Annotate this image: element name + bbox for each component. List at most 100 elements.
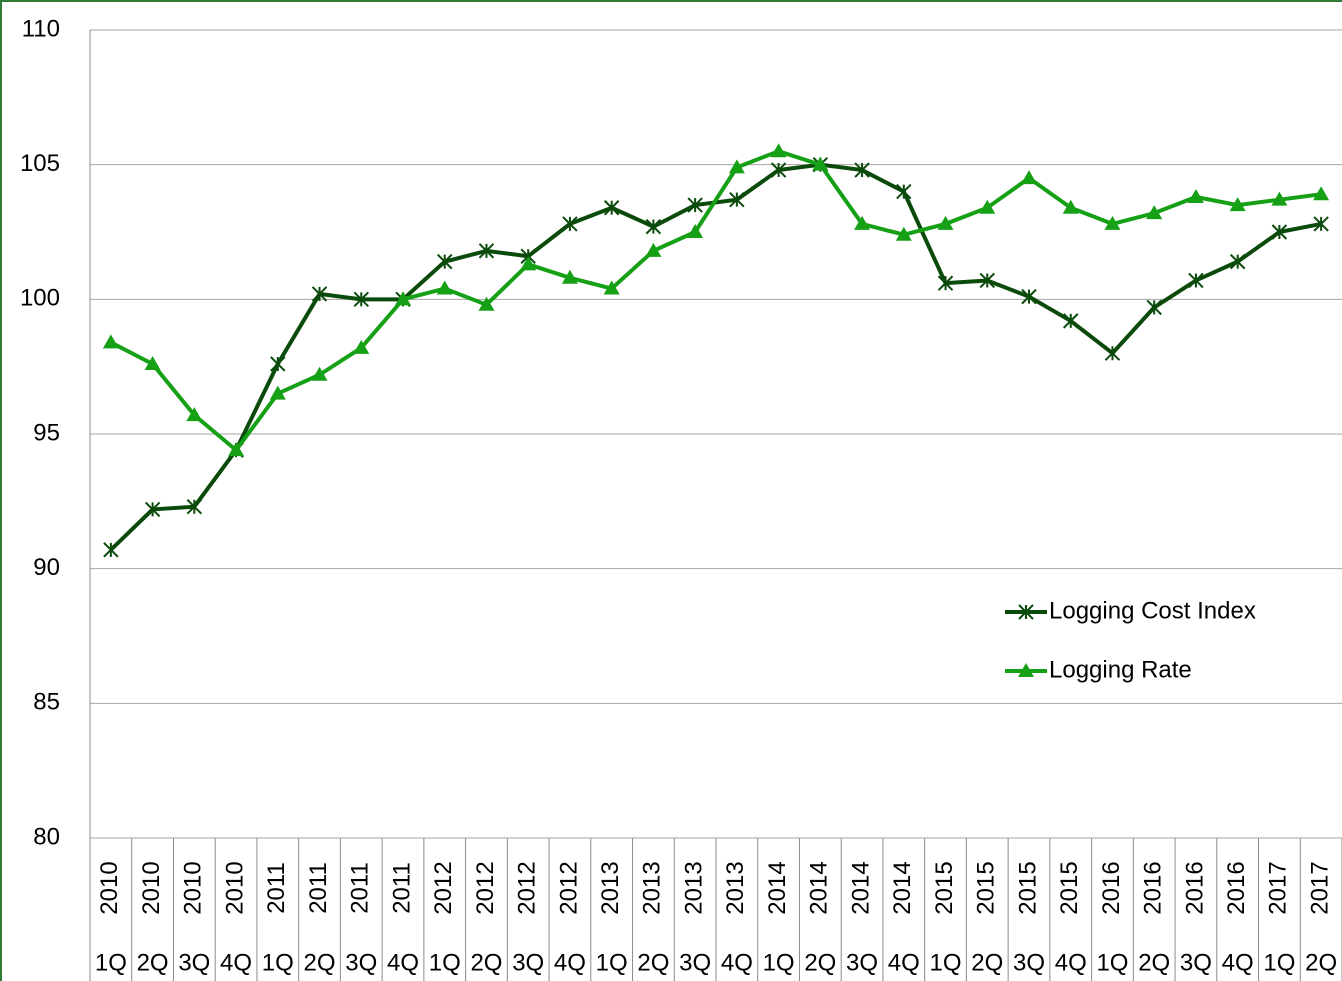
star-marker [1063,313,1079,329]
legend-label: Logging Cost Index [1049,597,1256,624]
x-tick-quarter: 2Q [804,949,836,976]
x-tick-quarter: 1Q [1263,949,1295,976]
x-tick-quarter: 1Q [429,949,461,976]
triangle-marker [728,159,745,174]
x-tick-year: 2010 [221,861,248,914]
x-tick-quarter: 1Q [596,949,628,976]
triangle-marker [645,242,662,257]
triangle-marker [311,366,328,381]
star-marker [896,183,912,200]
triangle-marker [395,291,411,306]
x-tick-quarter: 2Q [304,949,336,976]
triangle-marker [561,269,578,284]
star-marker [687,197,703,213]
triangle-marker [269,385,286,400]
x-tick-year: 2010 [180,861,207,914]
x-tick-year: 2012 [555,861,582,914]
y-tick-label: 100 [20,285,60,312]
x-tick-year: 2014 [889,861,916,914]
x-tick-year: 2013 [680,861,707,914]
star-marker [144,501,161,518]
legend-label: Logging Rate [1049,656,1192,683]
triangle-marker [1313,186,1330,201]
star-marker [729,191,745,208]
x-tick-year: 2013 [597,861,624,914]
x-tick-year: 2012 [514,861,541,914]
x-tick-year: 2017 [1306,861,1333,914]
x-tick-year: 2015 [973,861,1000,914]
x-tick-quarter: 3Q [846,949,878,976]
triangle-marker [1187,188,1204,203]
triangle-marker [603,280,620,295]
x-tick-year: 2015 [1014,861,1041,914]
x-tick-year: 2016 [1098,861,1125,914]
x-tick-quarter: 3Q [1180,949,1212,976]
x-tick-quarter: 3Q [178,949,210,976]
x-tick-year: 2014 [847,861,874,914]
y-tick-label: 105 [20,150,60,177]
x-tick-year: 2013 [722,861,749,914]
x-tick-year: 2010 [138,861,165,914]
star-marker [1021,288,1037,305]
x-tick-quarter: 3Q [679,949,711,976]
x-tick-year: 2014 [764,861,791,914]
star-marker [1104,345,1121,361]
triangle-marker [520,256,537,271]
triangle-marker [812,156,829,171]
x-tick-quarter: 2Q [971,949,1003,976]
series-line [109,162,1322,552]
triangle-marker [228,442,245,457]
triangle-marker [1104,215,1121,230]
star-marker [603,200,620,216]
triangle-marker [895,226,912,241]
y-tick-label: 90 [33,554,60,581]
x-tick-year: 2015 [931,861,958,914]
star-marker [186,499,203,515]
triangle-marker [1018,663,1034,677]
x-tick-year: 2016 [1181,861,1208,914]
x-tick-year: 2013 [639,861,666,914]
star-marker [1229,253,1246,270]
star-marker [1146,299,1162,316]
x-tick-year: 2012 [472,861,499,914]
x-tick-quarter: 2Q [137,949,169,976]
triangle-marker [102,334,119,349]
star-marker [1188,272,1204,289]
y-tick-label: 95 [33,419,60,446]
x-tick-year: 2011 [263,862,290,914]
x-tick-year: 2014 [806,861,833,914]
triangle-marker [186,407,203,422]
x-tick-quarter: 1Q [262,949,294,976]
star-marker [103,542,119,558]
x-tick-quarter: 2Q [470,949,502,976]
x-tick-year: 2016 [1140,861,1167,914]
star-marker [770,162,787,178]
x-tick-quarter: 3Q [512,949,544,976]
x-tick-quarter: 3Q [1013,949,1045,976]
star-marker [562,216,578,232]
triangle-marker [979,199,996,214]
x-tick-quarter: 4Q [554,949,586,976]
triangle-marker [353,339,370,354]
x-tick-quarter: 2Q [1305,949,1337,976]
x-tick-quarter: 2Q [1138,949,1170,976]
triangle-marker [770,143,787,158]
star-marker [311,286,328,302]
x-tick-quarter: 1Q [930,949,962,976]
x-tick-quarter: 1Q [1096,949,1128,976]
x-tick-year: 2012 [430,861,457,914]
x-tick-quarter: 2Q [637,949,669,976]
star-marker [1271,224,1288,240]
triangle-marker [478,296,495,311]
x-tick-year: 2011 [388,862,415,914]
triangle-marker [854,215,871,230]
star-marker [645,218,662,235]
triangle-marker [1062,199,1079,214]
x-tick-quarter: 4Q [721,949,753,976]
x-tick-quarter: 4Q [1055,949,1087,976]
star-marker [1313,216,1329,232]
x-tick-quarter: 4Q [1222,949,1254,976]
x-tick-quarter: 4Q [888,949,920,976]
star-marker [270,356,286,372]
